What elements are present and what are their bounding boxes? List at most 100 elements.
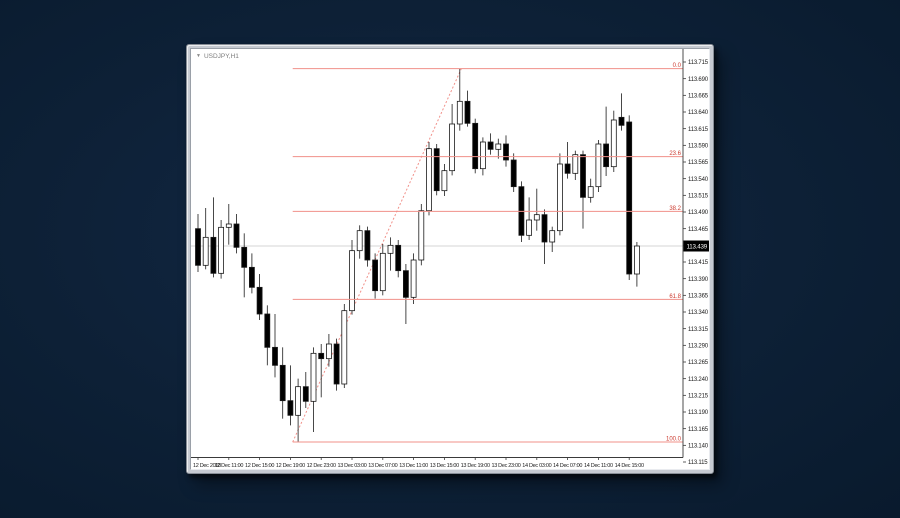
candle-body	[279, 364, 286, 402]
time-tick-label: 13 Dec 11:00	[399, 463, 428, 469]
chart-surface: ▼ USDJPY,H1 0.0 23.6 38.2 61.8 100.0 113.715 1…	[190, 48, 710, 470]
time-tick-label: 12 Dec 11:00	[214, 463, 243, 469]
price-tick-label: 113.490	[688, 210, 709, 216]
candle-body	[456, 100, 463, 125]
candle-body	[387, 244, 394, 254]
time-tick-label: 13 Dec 03:00	[337, 463, 366, 469]
candle-body	[610, 119, 617, 168]
price-tick-label: 113.365	[688, 294, 709, 300]
time-tick-label: 13 Dec 19:00	[461, 463, 490, 469]
fib-level-label: 100.0	[666, 437, 682, 443]
price-tick-label: 113.715	[688, 60, 709, 66]
price-tick-label: 113.465	[688, 227, 709, 233]
price-tick-label: 113.165	[688, 427, 709, 433]
time-tick-label: 14 Dec 11:00	[584, 463, 613, 469]
candle-body	[503, 143, 509, 161]
candle-body	[433, 148, 440, 192]
time-tick-label: 12 Dec 15:00	[245, 463, 274, 469]
dropdown-arrow-icon[interactable]: ▼	[196, 53, 201, 59]
candle-body	[379, 252, 386, 292]
price-tick-label: 113.190	[688, 410, 709, 416]
fib-level-label: 61.8	[669, 294, 681, 300]
time-tick-label: 12 Dec 19:00	[276, 463, 305, 469]
candle-body	[549, 230, 556, 243]
candle-body	[603, 143, 610, 168]
candle-body	[580, 154, 586, 198]
candle-body	[341, 310, 348, 385]
candle-body	[295, 386, 301, 416]
fib-trendline[interactable]	[292, 68, 462, 443]
candle-body	[410, 259, 417, 298]
candle-body	[264, 313, 271, 348]
candle-body	[302, 386, 309, 402]
candle-body	[310, 352, 317, 402]
price-tick-label: 113.565	[688, 160, 709, 166]
price-tick-label: 113.265	[688, 360, 709, 366]
candle-body	[572, 154, 579, 174]
price-tick-label: 113.615	[688, 127, 709, 133]
candlestick-chart[interactable]: 0.0 23.6 38.2 61.8 100.0 113.715 113.690 113.66…	[191, 49, 710, 470]
candle-body	[595, 143, 602, 188]
price-tick-label: 113.590	[688, 144, 709, 150]
candle-body	[333, 343, 340, 385]
time-tick-label: 12 Dec 23:00	[307, 463, 336, 469]
candle-body	[225, 223, 232, 228]
fib-level-label: 23.6	[669, 151, 681, 157]
candle-body	[249, 266, 255, 288]
time-tick-label: 12 Dec 2018	[193, 463, 221, 469]
candle-body	[564, 163, 571, 174]
candle-body	[495, 143, 502, 150]
candle-body	[587, 186, 594, 198]
candle-body	[618, 116, 625, 126]
candle-body	[356, 230, 363, 252]
candle-body	[372, 259, 379, 292]
time-tick-label: 14 Dec 15:00	[615, 463, 644, 469]
candle-body	[541, 214, 548, 243]
price-tick-label: 113.665	[688, 94, 709, 100]
candle-body	[202, 236, 209, 266]
candle-body	[395, 244, 402, 272]
candle-body	[426, 148, 432, 212]
candle-body	[233, 223, 240, 248]
candle-body	[633, 245, 640, 275]
price-tick-label: 113.240	[688, 377, 709, 383]
candle-body	[510, 159, 517, 188]
time-tick-label: 13 Dec 23:00	[491, 463, 520, 469]
candle-body	[418, 210, 425, 261]
candle-body	[441, 170, 448, 192]
chart-window[interactable]: ▼ USDJPY,H1 0.0 23.6 38.2 61.8 100.0 113.715 1…	[186, 44, 714, 474]
price-tick-label: 113.515	[688, 194, 709, 200]
candle-body	[464, 100, 471, 124]
price-tick-label: 113.640	[688, 110, 709, 116]
candle-body	[472, 122, 479, 170]
candle-body	[325, 343, 332, 360]
current-price-badge-text: 113.439	[687, 243, 708, 250]
candle-body	[195, 228, 201, 266]
price-tick-label: 113.315	[688, 327, 709, 333]
candle-body	[449, 123, 456, 172]
candle-body	[364, 230, 371, 261]
candle-body	[402, 270, 409, 298]
price-tick-label: 113.215	[688, 394, 709, 400]
candle-body	[272, 346, 278, 366]
time-tick-label: 13 Dec 07:00	[368, 463, 397, 469]
candle-body	[256, 286, 263, 315]
candle-body	[487, 141, 494, 150]
price-tick-label: 113.690	[688, 77, 709, 83]
time-tick-label: 13 Dec 15:00	[430, 463, 459, 469]
candle-body	[479, 141, 486, 170]
candle-body	[287, 400, 294, 416]
candle-body	[556, 163, 563, 232]
price-tick-label: 113.340	[688, 310, 709, 316]
fib-level-label: 0.0	[673, 63, 682, 69]
candle-body	[210, 236, 217, 274]
time-tick-label: 14 Dec 03:00	[522, 463, 551, 469]
candle-body	[533, 214, 540, 221]
price-tick-label: 113.115	[688, 460, 708, 466]
price-tick-label: 113.415	[688, 260, 709, 266]
symbol-label: ▼ USDJPY,H1	[196, 53, 239, 60]
fib-level-label: 38.2	[669, 206, 681, 212]
price-tick-label: 113.390	[688, 277, 709, 283]
candle-body	[218, 226, 225, 274]
